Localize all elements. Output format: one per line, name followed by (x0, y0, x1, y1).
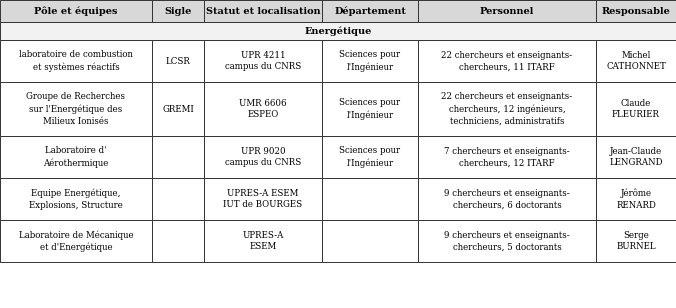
Bar (152, 82, 204, 136)
Bar (0, 82, 152, 136)
Text: UMR 6606
ESPEO: UMR 6606 ESPEO (239, 99, 287, 120)
Text: Michel
CATHONNET: Michel CATHONNET (606, 51, 666, 71)
Bar (0, 136, 152, 178)
Bar (204, 136, 322, 178)
Bar (322, 220, 418, 262)
Bar (322, 40, 418, 82)
Bar (418, 220, 596, 262)
Text: Equipe Energétique,
Explosions, Structure: Equipe Energétique, Explosions, Structur… (29, 188, 123, 210)
Text: UPRES-A
ESEM: UPRES-A ESEM (242, 231, 284, 251)
Bar (596, 178, 676, 220)
Bar (418, 136, 596, 178)
Bar (322, 82, 418, 136)
Bar (152, 40, 204, 82)
Text: UPRES-A ESEM
IUT de BOURGES: UPRES-A ESEM IUT de BOURGES (224, 188, 303, 209)
Text: Jean-Claude
LENGRAND: Jean-Claude LENGRAND (609, 147, 662, 168)
Text: Sciences pour
l'Ingénieur: Sciences pour l'Ingénieur (339, 146, 401, 168)
Text: Claude
FLEURIER: Claude FLEURIER (612, 99, 660, 120)
Bar (322, 136, 418, 178)
Text: 22 chercheurs et enseignants-
chercheurs, 11 ITARF: 22 chercheurs et enseignants- chercheurs… (441, 51, 573, 71)
Bar (204, 220, 322, 262)
Text: laboratoire de combustion
et systèmes réactifs: laboratoire de combustion et systèmes ré… (19, 50, 133, 72)
Text: GREMI: GREMI (162, 104, 194, 114)
Text: LCSR: LCSR (166, 56, 191, 66)
Bar (152, 220, 204, 262)
Text: Laboratoire d'
Aérothermique: Laboratoire d' Aérothermique (43, 146, 109, 168)
Text: 9 chercheurs et enseignants-
chercheurs, 6 doctorants: 9 chercheurs et enseignants- chercheurs,… (444, 188, 570, 209)
Bar (0, 0, 152, 22)
Bar (596, 0, 676, 22)
Bar (0, 220, 152, 262)
Bar (204, 178, 322, 220)
Text: Sigle: Sigle (164, 6, 192, 15)
Text: Energétique: Energétique (304, 26, 372, 36)
Bar (204, 82, 322, 136)
Bar (204, 0, 322, 22)
Bar (596, 136, 676, 178)
Bar (152, 178, 204, 220)
Text: Responsable: Responsable (602, 6, 671, 15)
Bar (418, 82, 596, 136)
Bar (596, 40, 676, 82)
Text: Jérôme
RENARD: Jérôme RENARD (616, 188, 656, 210)
Text: Pôle et équipes: Pôle et équipes (34, 6, 118, 16)
Bar (418, 178, 596, 220)
Bar (596, 82, 676, 136)
Text: 7 chercheurs et enseignants-
chercheurs, 12 ITARF: 7 chercheurs et enseignants- chercheurs,… (444, 147, 570, 168)
Text: Département: Département (334, 6, 406, 16)
Bar (204, 40, 322, 82)
Bar (322, 178, 418, 220)
Text: Serge
BURNEL: Serge BURNEL (617, 231, 656, 251)
Bar (0, 22, 676, 40)
Bar (418, 40, 596, 82)
Bar (418, 0, 596, 22)
Bar (152, 0, 204, 22)
Text: Personnel: Personnel (480, 6, 534, 15)
Text: 22 chercheurs et enseignants-
chercheurs, 12 ingénieurs,
techniciens, administra: 22 chercheurs et enseignants- chercheurs… (441, 92, 573, 126)
Text: Sciences pour
l'Ingénieur: Sciences pour l'Ingénieur (339, 98, 401, 120)
Bar (322, 0, 418, 22)
Text: UPR 4211
campus du CNRS: UPR 4211 campus du CNRS (225, 51, 301, 71)
Text: Sciences pour
l'Ingénieur: Sciences pour l'Ingénieur (339, 50, 401, 72)
Text: Statut et localisation: Statut et localisation (206, 6, 320, 15)
Bar (0, 178, 152, 220)
Bar (596, 220, 676, 262)
Text: 9 chercheurs et enseignants-
chercheurs, 5 doctorants: 9 chercheurs et enseignants- chercheurs,… (444, 231, 570, 251)
Text: UPR 9020
campus du CNRS: UPR 9020 campus du CNRS (225, 147, 301, 168)
Bar (0, 40, 152, 82)
Bar (152, 136, 204, 178)
Text: Groupe de Recherches
sur l'Energétique des
Milieux Ionisés: Groupe de Recherches sur l'Energétique d… (26, 92, 126, 126)
Text: Laboratoire de Mécanique
et d'Energétique: Laboratoire de Mécanique et d'Energétiqu… (19, 230, 133, 252)
